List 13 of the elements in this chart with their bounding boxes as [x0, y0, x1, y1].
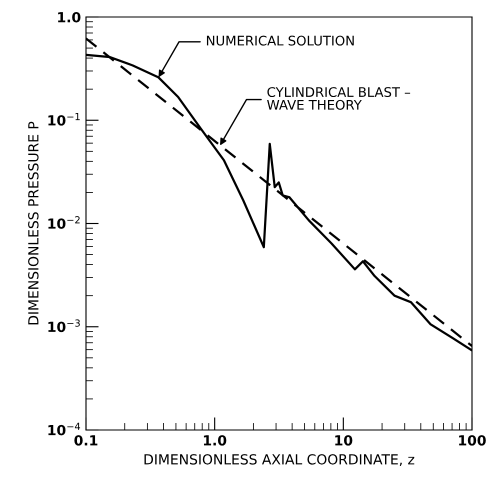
y-tick-label: 10$^{−2}$ — [48, 216, 80, 229]
y-tick-label: 1.0 — [58, 12, 80, 22]
x-axis-title: DIMENSIONLESS AXIAL COORDINATE, z — [144, 454, 414, 466]
annotation: NUMERICAL SOLUTION — [206, 36, 354, 46]
x-tick-label: 100 — [459, 435, 486, 446]
y-tick-label: 10$^{−1}$ — [48, 113, 80, 126]
y-tick-label: 10$^{−3}$ — [48, 319, 80, 332]
y-tick-label: 10$^{−4}$ — [48, 422, 80, 436]
x-tick-label: 1.0 — [204, 435, 226, 446]
x-tick-label: 10 — [335, 435, 352, 446]
y-axis-title: DIMENSIONLESS PRESSURE P — [28, 122, 39, 324]
x-tick-label: 0.1 — [74, 435, 98, 446]
annotation: CYLINDRICAL BLAST – WAVE THEORY — [267, 87, 410, 110]
